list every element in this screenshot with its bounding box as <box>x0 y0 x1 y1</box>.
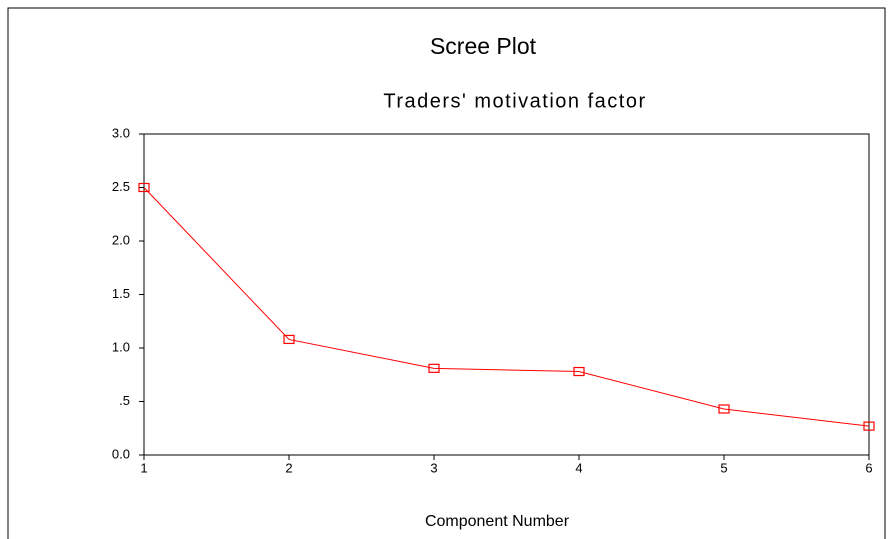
point-marker <box>138 182 150 193</box>
y-tick-label: 1.5 <box>112 286 130 301</box>
y-tick-label: 0.0 <box>112 446 130 461</box>
y-tick-label: .5 <box>119 393 130 408</box>
x-tick-label: 3 <box>430 460 437 475</box>
x-tick-label: 2 <box>285 460 292 475</box>
y-tick-label: 2.0 <box>112 232 130 247</box>
y-tick-label: 3.0 <box>112 125 130 140</box>
series-line <box>143 187 870 427</box>
frame <box>7 7 886 539</box>
y-tick-label: 2.5 <box>112 179 130 194</box>
point-marker <box>573 366 585 377</box>
chart-subtitle: Traders' motivation factor <box>383 90 646 112</box>
x-tick-label: 6 <box>865 460 872 475</box>
x-tick-label: 5 <box>720 460 727 475</box>
x-tick-label: 4 <box>575 460 582 475</box>
y-tick-label: 1.0 <box>112 339 130 354</box>
plot-area <box>143 133 870 456</box>
point-marker <box>718 404 730 414</box>
x-axis-label: Component Number <box>425 513 570 530</box>
point-marker <box>863 421 875 431</box>
x-tick-label: 1 <box>140 460 147 475</box>
chart-title: Scree Plot <box>430 33 537 59</box>
point-marker <box>283 334 295 345</box>
point-marker <box>428 363 440 373</box>
